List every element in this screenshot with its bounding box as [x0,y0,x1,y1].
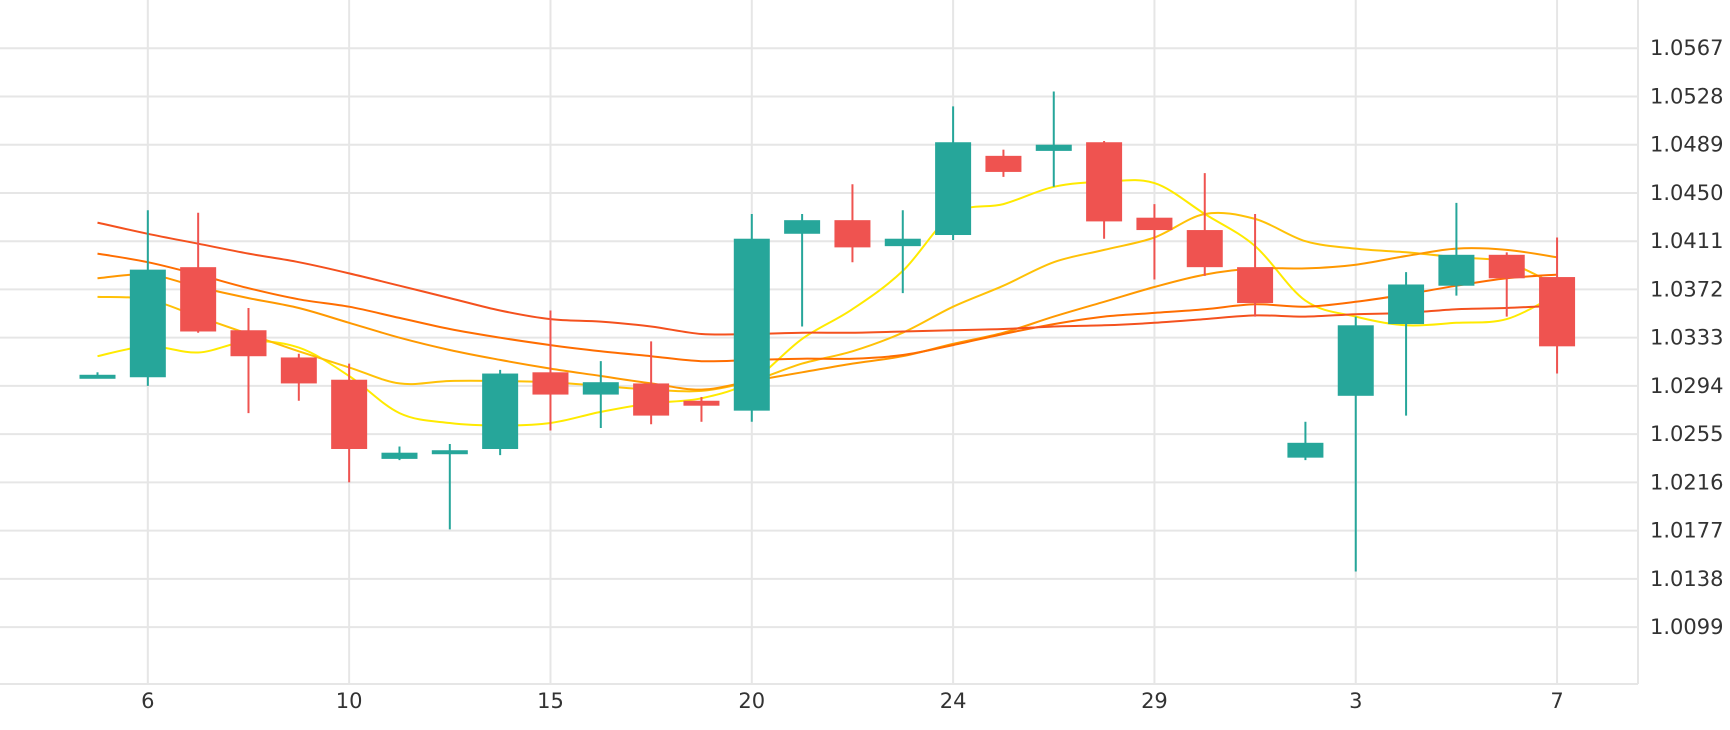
candle-15 [834,184,871,263]
candles [79,91,1576,572]
candle-body [1237,267,1274,304]
candle-18 [985,149,1022,177]
candle-10 [582,361,619,428]
moving-average-line-3 [97,252,1558,363]
candle-body [784,220,821,234]
y-tick-label: 1.0489 [1650,133,1723,157]
candle-0 [79,372,116,379]
candle-body [1186,230,1223,268]
y-tick-label: 1.0177 [1650,519,1723,543]
candle-9 [532,310,569,431]
candle-16 [884,210,921,294]
candle-body [482,373,519,449]
candle-body [230,330,267,357]
candle-26 [1388,272,1425,416]
candle-8 [482,369,519,456]
candle-20 [1086,141,1123,239]
moving-average-line-2 [97,247,1558,391]
candle-1 [129,210,166,386]
y-tick-label: 1.0372 [1650,277,1723,301]
candle-body [381,452,418,459]
candle-body [1388,284,1425,325]
y-tick-label: 1.0294 [1650,374,1723,398]
candle-body [935,142,972,236]
y-tick-label: 1.0567 [1650,36,1723,60]
candle-body [834,220,871,248]
y-tick-label: 1.0411 [1650,229,1723,253]
x-tick-label: 29 [1141,689,1168,713]
candle-body [431,450,468,455]
x-tick-label: 6 [141,689,154,713]
x-axis-tick-labels: 6 10 15 20 24 29 3 7 [141,689,1564,713]
candle-body [985,155,1022,172]
moving-average-line-1 [97,211,1558,393]
x-tick-label: 20 [738,689,765,713]
candle-3 [230,307,267,414]
candle-body [683,400,720,406]
candle-body [1438,254,1475,286]
candle-body [180,267,217,332]
x-tick-label: 10 [336,689,363,713]
candle-body [532,372,569,395]
candle-13 [733,213,770,422]
y-tick-label: 1.0528 [1650,84,1723,108]
x-tick-label: 7 [1550,689,1563,713]
y-tick-label: 1.0450 [1650,181,1723,205]
candle-29 [1539,237,1576,374]
candle-4 [280,353,317,401]
y-tick-label: 1.0216 [1650,470,1723,494]
y-tick-label: 1.0333 [1650,326,1723,350]
candle-body [1136,217,1173,231]
candle-body [1086,142,1123,222]
candle-body [582,382,619,395]
candle-28 [1488,252,1525,317]
candle-body [129,269,166,378]
candle-6 [381,446,418,461]
x-tick-label: 15 [537,689,564,713]
candle-body [1287,442,1324,458]
candle-body [79,374,116,379]
moving-average-lines [97,179,1558,427]
candle-27 [1438,202,1475,296]
candle-body [633,383,670,416]
candle-11 [633,341,670,425]
y-tick-label: 1.0255 [1650,422,1723,446]
candle-19 [1035,91,1072,187]
candle-14 [784,213,821,327]
y-tick-label: 1.0138 [1650,567,1723,591]
candle-24 [1287,421,1324,461]
candle-body [1337,325,1374,396]
candle-23 [1237,213,1274,317]
candle-25 [1337,316,1374,572]
candle-5 [331,363,368,483]
y-tick-label: 1.0099 [1650,615,1723,639]
candle-body [1539,277,1576,347]
candle-22 [1186,173,1223,276]
candle-body [1035,144,1072,151]
candle-21 [1136,204,1173,280]
candle-body [331,379,368,449]
moving-average-line-0 [97,179,1558,427]
candle-body [733,238,770,411]
candle-17 [935,106,972,240]
candle-body [884,238,921,247]
candle-2 [180,212,217,333]
moving-average-line-4 [97,221,1558,336]
plot-frame [0,0,1639,685]
candle-12 [683,397,720,422]
candle-body [1488,254,1525,279]
x-tick-label: 24 [940,689,967,713]
y-axis-tick-labels: 1.0567 1.0528 1.0489 1.0450 1.0411 1.0372 1.03… [1650,36,1723,639]
x-tick-label: 3 [1349,689,1362,713]
candle-7 [431,444,468,530]
candle-body [280,357,317,384]
